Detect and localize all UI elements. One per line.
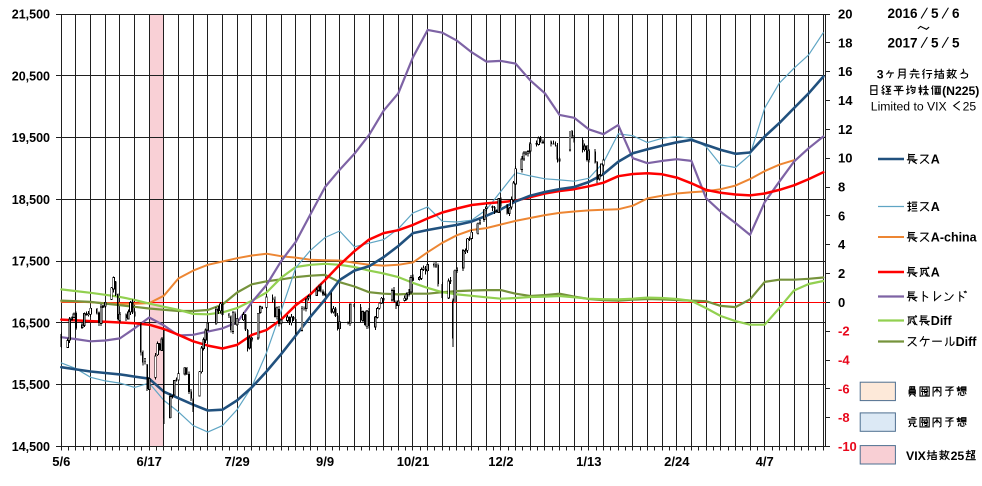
svg-text:17,500: 17,500 bbox=[12, 255, 50, 269]
svg-text:18: 18 bbox=[838, 35, 852, 50]
svg-text:0: 0 bbox=[838, 295, 845, 310]
svg-text:12/2: 12/2 bbox=[488, 454, 513, 469]
svg-text:A: A bbox=[931, 200, 940, 214]
svg-text:2/24: 2/24 bbox=[664, 454, 690, 469]
svg-text:6: 6 bbox=[952, 6, 960, 21]
svg-text:4/7: 4/7 bbox=[756, 454, 774, 469]
svg-text:12: 12 bbox=[838, 122, 852, 137]
svg-text:3: 3 bbox=[877, 68, 884, 82]
svg-text:Diff: Diff bbox=[931, 314, 953, 328]
svg-text:6: 6 bbox=[838, 208, 845, 223]
svg-text:15,500: 15,500 bbox=[12, 378, 50, 392]
svg-text:-8: -8 bbox=[838, 410, 850, 425]
svg-text:A-china: A-china bbox=[931, 231, 978, 245]
svg-text:-6: -6 bbox=[838, 381, 850, 396]
svg-text:2: 2 bbox=[838, 266, 845, 281]
svg-text:10: 10 bbox=[838, 151, 852, 166]
svg-text:10/21: 10/21 bbox=[397, 454, 430, 469]
svg-text:8: 8 bbox=[838, 180, 845, 195]
svg-text:VIX: VIX bbox=[906, 449, 927, 463]
svg-text:A: A bbox=[931, 153, 940, 167]
svg-text:-2: -2 bbox=[838, 324, 850, 339]
svg-text:1/13: 1/13 bbox=[576, 454, 601, 469]
svg-text:20: 20 bbox=[838, 7, 852, 22]
svg-text:-4: -4 bbox=[838, 353, 850, 368]
svg-text:18,500: 18,500 bbox=[12, 193, 50, 207]
svg-text:25: 25 bbox=[951, 449, 965, 463]
svg-text:5: 5 bbox=[931, 6, 939, 21]
svg-text:9/9: 9/9 bbox=[316, 454, 334, 469]
svg-text:2017: 2017 bbox=[888, 36, 918, 51]
svg-text:5: 5 bbox=[952, 36, 960, 51]
svg-text:19,500: 19,500 bbox=[12, 131, 50, 145]
svg-text:20,500: 20,500 bbox=[12, 69, 50, 83]
svg-text:A: A bbox=[931, 266, 940, 280]
svg-text:16: 16 bbox=[838, 64, 852, 79]
svg-text:16,500: 16,500 bbox=[12, 316, 50, 330]
svg-text:25: 25 bbox=[963, 100, 977, 114]
svg-text:4: 4 bbox=[838, 237, 846, 252]
svg-text:14,500: 14,500 bbox=[12, 440, 50, 454]
svg-text:(N225): (N225) bbox=[942, 84, 979, 98]
svg-text:2016: 2016 bbox=[888, 6, 919, 21]
svg-text:7/29: 7/29 bbox=[224, 454, 249, 469]
svg-text:14: 14 bbox=[838, 93, 853, 108]
svg-text:21,500: 21,500 bbox=[12, 8, 50, 22]
svg-text:5: 5 bbox=[931, 36, 939, 51]
svg-text:6/17: 6/17 bbox=[137, 454, 162, 469]
svg-text:Limited to VIX: Limited to VIX bbox=[871, 100, 947, 114]
svg-text:Diff: Diff bbox=[956, 335, 978, 349]
svg-text:-10: -10 bbox=[838, 439, 857, 454]
svg-text:5/6: 5/6 bbox=[52, 454, 70, 469]
